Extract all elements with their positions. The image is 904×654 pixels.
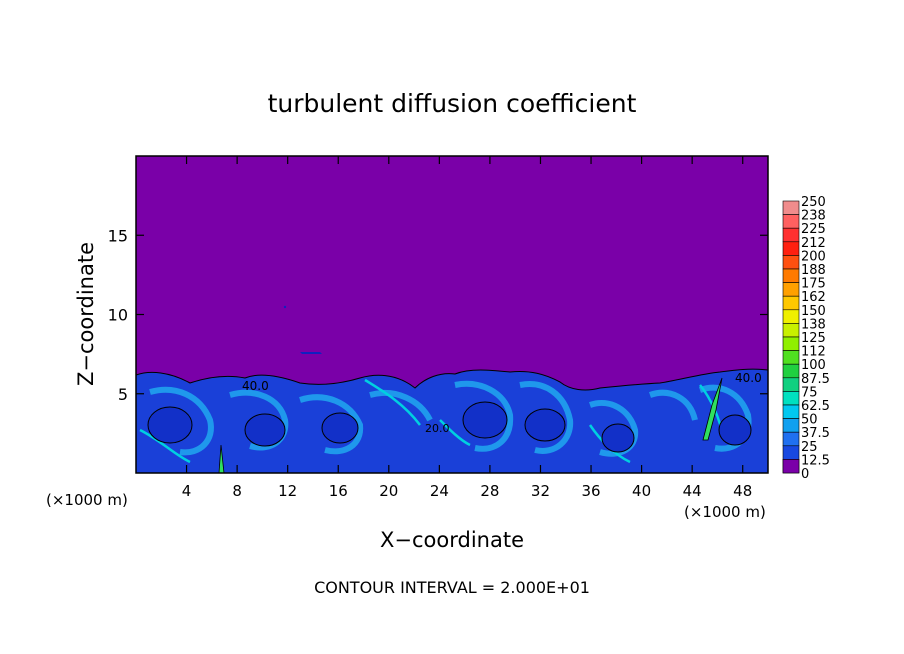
x-tick-label: 16 — [329, 482, 348, 500]
colorbar-swatch — [782, 418, 800, 433]
colorbar-swatch — [782, 404, 800, 419]
colorbar-label: 25 — [801, 440, 818, 455]
colorbar-label: 238 — [801, 209, 826, 224]
x-tick-label: 40 — [632, 482, 651, 500]
x-tick-label: 24 — [430, 482, 449, 500]
colorbar-swatch — [782, 350, 800, 365]
colorbar-swatch — [782, 336, 800, 351]
x-tick-label: 8 — [232, 482, 242, 500]
x-axis-label: X−coordinate — [380, 528, 524, 552]
x-tick-label: 44 — [683, 482, 702, 500]
chart-title: turbulent diffusion coefficient — [268, 89, 637, 118]
colorbar-swatch — [782, 391, 800, 406]
colorbar-label: 62.5 — [801, 399, 830, 414]
y-tick-label: 10 — [108, 306, 128, 325]
colorbar-swatch — [782, 431, 800, 447]
turbulent-layer — [136, 368, 768, 473]
colorbar-swatch — [782, 200, 800, 215]
colorbar-swatch — [782, 214, 800, 229]
colorbar-swatch — [782, 363, 800, 379]
colorbar-swatch — [782, 227, 800, 243]
x-tick-label: 12 — [278, 482, 297, 500]
colorbar-label: 188 — [801, 263, 826, 278]
x-tick-label: 28 — [480, 482, 499, 500]
x-axis: 4 8 12 16 20 24 28 32 36 40 44 48 — [182, 156, 752, 500]
contour-label: 40.0 — [242, 379, 269, 393]
colorbar-label: 150 — [801, 304, 826, 319]
y-axis-label: Z−coordinate — [74, 242, 98, 386]
colorbar-label: 200 — [801, 249, 826, 264]
colorbar-label: 175 — [801, 277, 826, 292]
colorbar-swatch — [782, 255, 800, 270]
x-tick-label: 48 — [733, 482, 752, 500]
x-tick-label: 32 — [531, 482, 550, 500]
colorbar-label: 37.5 — [801, 426, 830, 441]
colorbar-label: 12.5 — [801, 453, 830, 468]
colorbar: 2502382252122001881751621501381251121008… — [782, 195, 830, 482]
x-tick-label: 36 — [581, 482, 600, 500]
x-tick-label: 4 — [182, 482, 192, 500]
contour-interval: CONTOUR INTERVAL = 2.000E+01 — [314, 578, 590, 597]
colorbar-swatch — [782, 295, 800, 311]
colorbar-label: 100 — [801, 358, 826, 373]
contour-label: 40.0 — [735, 371, 762, 385]
colorbar-swatch — [782, 268, 800, 283]
plot-area: 40.0 20.0 40.0 — [136, 156, 768, 473]
colorbar-label: 250 — [801, 195, 826, 210]
colorbar-swatch — [782, 241, 800, 256]
colorbar-swatch — [782, 459, 800, 474]
x-unit-left: (×1000 m) — [46, 491, 128, 509]
contour-label: 20.0 — [425, 422, 450, 435]
colorbar-label: 75 — [801, 385, 818, 400]
colorbar-swatch — [782, 377, 800, 392]
colorbar-label: 225 — [801, 222, 826, 237]
y-tick-label: 15 — [108, 226, 128, 245]
colorbar-swatch — [782, 309, 800, 324]
y-tick-label: 5 — [118, 385, 128, 404]
colorbar-label: 162 — [801, 290, 826, 305]
colorbar-label: 87.5 — [801, 372, 830, 387]
colorbar-label: 212 — [801, 236, 826, 251]
colorbar-label: 138 — [801, 317, 826, 332]
colorbar-label: 0 — [801, 467, 809, 482]
y-axis: 5 10 15 — [108, 226, 768, 404]
x-unit-right: (×1000 m) — [684, 503, 766, 521]
colorbar-swatch — [782, 323, 800, 338]
colorbar-label: 50 — [801, 413, 818, 428]
colorbar-swatch — [782, 445, 800, 460]
colorbar-swatch — [782, 282, 800, 297]
colorbar-label: 112 — [801, 345, 826, 360]
colorbar-label: 125 — [801, 331, 826, 346]
x-tick-label: 20 — [379, 482, 398, 500]
